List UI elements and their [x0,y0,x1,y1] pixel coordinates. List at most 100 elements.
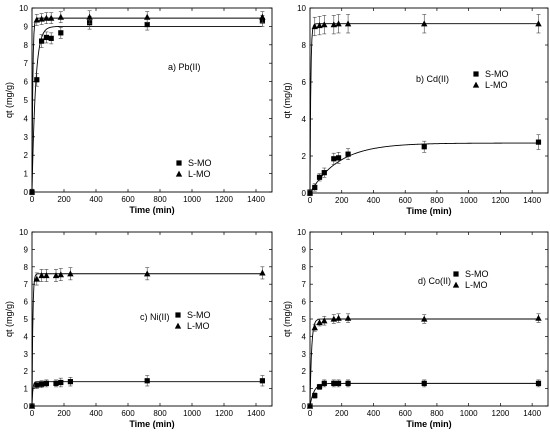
data-point [48,35,54,41]
data-point [38,15,45,22]
legend-marker [174,322,182,329]
chart-panel-1: 0 200 400 600 800 1000 1200 1400 0 1 2 3 4 5 6 7 8 9 10 Tim… [4,4,273,215]
data-point [421,315,428,322]
data-point [43,272,50,279]
plot-frame [309,7,549,194]
y-tick-label: 9 [24,22,29,31]
y-tick-label: 5 [24,315,29,324]
series-s-mo [307,379,542,409]
data-point [43,380,49,386]
data-point [58,30,64,36]
y-tick-label: 10 [19,228,28,237]
data-point [67,379,73,385]
x-tick-label: 800 [430,196,444,205]
legend-marker [452,281,460,288]
data-point [57,13,64,20]
data-point [335,314,342,321]
x-tick-label: 1000 [183,409,201,418]
chart-panel-3: 0 200 400 600 800 1000 1200 1400 0 1 2 3 4 5 6 7 8 9 10 Tim… [4,228,273,429]
data-point [33,16,40,23]
x-tick-label: 0 [308,409,313,418]
data-point [331,380,337,386]
data-point [28,188,36,195]
x-tick-label: 200 [57,195,71,204]
x-tick-label: 1000 [460,196,478,205]
y-tick-label: 5 [24,96,29,105]
y-tick-label: 10 [19,4,28,13]
x-tick-label: 1200 [215,409,233,418]
legend-marker [175,312,181,318]
x-tick-label: 0 [30,409,35,418]
legend: S-MOL-MO [472,69,509,90]
data-point [421,380,427,386]
y-tick-label: 7 [302,280,307,289]
data-point [535,314,542,321]
fit-curve [309,318,539,407]
x-tick-label: 800 [430,409,444,418]
data-point [86,13,93,20]
x-tick-label: 1400 [247,195,265,204]
y-axis-title: qt (mg/g) [282,301,292,337]
data-point [335,380,342,386]
data-point [321,21,328,28]
data-point [259,378,265,384]
series-l-mo [28,10,266,196]
data-point [344,314,352,321]
data-point [321,380,327,386]
series-s-mo [307,134,542,195]
x-axis-title: Time (min) [129,419,174,429]
x-tick-label: 0 [30,195,35,204]
x-tick-label: 600 [121,409,135,418]
chart-panel-4: 0 200 400 600 800 1000 1200 1400 0 1 2 3 4 5 6 7 8 9 10 Tim… [282,228,549,429]
y-tick-label: 4 [24,114,29,123]
data-point [144,378,150,384]
y-tick-label: 0 [24,402,29,411]
x-tick-label: 200 [57,409,71,418]
legend-marker [175,170,183,177]
x-axis-title: Time (min) [406,206,451,216]
y-tick-label: 10 [297,228,306,237]
y-tick-label: 7 [24,59,29,68]
y-tick-label: 9 [24,245,29,254]
data-point [43,34,49,41]
x-tick-label: 1400 [523,196,541,205]
data-point [34,77,40,83]
data-point [28,402,36,409]
legend: S-MOL-MO [452,269,489,290]
y-tick-label: 6 [24,78,29,87]
y-tick-label: 3 [24,350,29,359]
legend-label: L-MO [465,280,488,290]
y-tick-label: 7 [24,280,29,289]
data-point [306,402,314,409]
data-point [316,22,323,29]
data-point [57,271,64,278]
x-axis-title: Time (min) [406,419,451,429]
y-tick-label: 1 [24,385,29,394]
y-tick-label: 10 [297,4,306,13]
y-tick-label: 0 [302,402,307,411]
data-point [53,380,59,386]
data-point [312,184,318,191]
series-l-mo [306,313,542,409]
data-point [345,380,351,386]
y-tick-label: 0 [24,188,29,197]
data-point [33,275,40,282]
legend-label: S-MO [465,269,489,279]
y-tick-label: 2 [24,151,29,160]
data-point [331,156,337,162]
x-tick-label: 1200 [492,196,510,205]
x-tick-label: 1400 [523,409,541,418]
data-point [421,144,427,150]
y-tick-label: 4 [302,332,307,341]
x-tick-label: 400 [367,409,381,418]
x-tick-label: 200 [335,196,349,205]
y-tick-label: 8 [24,263,29,272]
data-point [321,170,327,176]
y-tick-label: 6 [24,298,29,307]
y-axis-title: qt (mg/g) [4,82,14,118]
data-point [144,270,151,277]
plot-frame [31,7,273,193]
y-tick-label: 3 [302,350,307,359]
data-point [535,380,542,386]
